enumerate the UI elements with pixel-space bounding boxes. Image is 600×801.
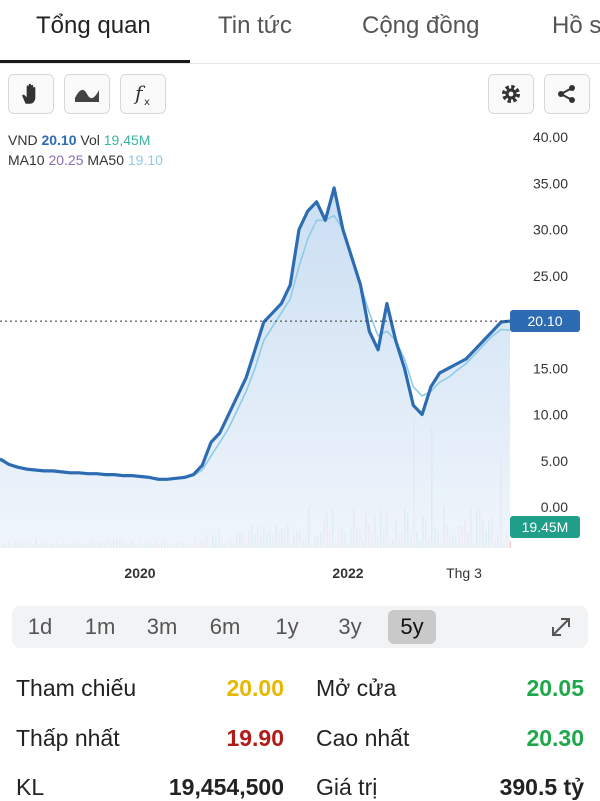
y-tick-label: 35.00 bbox=[533, 175, 568, 191]
legend-ma10: 20.25 bbox=[48, 152, 84, 168]
legend-row-2: MA10 20.25 MA50 19.10 bbox=[8, 152, 163, 168]
range-3m[interactable]: 3m bbox=[146, 614, 178, 639]
price-chart-svg: 40.0035.0030.0025.0020.0015.0010.005.000… bbox=[0, 129, 580, 581]
y-tick-label: 10.00 bbox=[533, 407, 568, 423]
range-1m[interactable]: 1m bbox=[84, 614, 116, 639]
legend-ma50-label: MA50 bbox=[87, 152, 124, 168]
gear-icon bbox=[502, 85, 520, 103]
kl-label: KL bbox=[16, 774, 45, 800]
legend-row-1: VND 20.10 Vol 19,45M bbox=[8, 132, 150, 148]
top-tab-bar: Tổng quan Tin tức Cộng đồng Hồ s bbox=[0, 0, 600, 64]
legend-price: 20.10 bbox=[41, 132, 77, 148]
range-5y[interactable]: 5y bbox=[388, 610, 436, 644]
range-1y[interactable]: 1y bbox=[275, 614, 299, 639]
range-3y[interactable]: 3y bbox=[338, 614, 362, 639]
range-1d[interactable]: 1d bbox=[27, 614, 53, 639]
wave-icon bbox=[75, 89, 99, 102]
cao-nhat-label: Cao nhất bbox=[316, 725, 410, 751]
settings-button[interactable] bbox=[488, 74, 534, 114]
expand-button[interactable] bbox=[548, 614, 574, 640]
range-selector: 1d 1m 3m 6m 1y 3y 5y bbox=[12, 606, 588, 648]
x-tick-label: Thg 3 bbox=[446, 565, 482, 581]
tab-cong-dong[interactable]: Cộng đồng bbox=[362, 12, 480, 39]
x-axis-ticks: 2020 2022 Thg 3 bbox=[124, 565, 482, 581]
price-tag: 20.10 bbox=[527, 313, 562, 329]
expand-icon bbox=[552, 618, 570, 636]
kl-value: 19,454,500 bbox=[168, 774, 284, 800]
legend-ticker: VND bbox=[8, 132, 38, 148]
mo-cua-label: Mở cửa bbox=[316, 675, 397, 701]
thap-nhat-label: Thấp nhất bbox=[16, 725, 120, 751]
tab-tong-quan[interactable]: Tổng quan bbox=[36, 12, 151, 39]
price-tag-bg bbox=[510, 310, 580, 332]
y-tick-label: 30.00 bbox=[533, 222, 568, 238]
cao-nhat-value: 20.30 bbox=[526, 725, 584, 751]
x-tick-label: 2020 bbox=[124, 565, 155, 581]
thap-nhat-value: 19.90 bbox=[226, 725, 284, 751]
legend-ma10-label: MA10 bbox=[8, 152, 45, 168]
share-button[interactable] bbox=[544, 74, 590, 114]
price-chart[interactable]: 40.0035.0030.0025.0020.0015.0010.005.000… bbox=[0, 122, 600, 592]
range-6m[interactable]: 6m bbox=[209, 614, 241, 639]
y-tick-label: 0.00 bbox=[541, 499, 568, 515]
x-tick-label: 2022 bbox=[332, 565, 363, 581]
gia-tri-value: 390.5 tỷ bbox=[499, 774, 584, 800]
y-tick-label: 5.00 bbox=[541, 453, 568, 469]
mo-cua-value: 20.05 bbox=[526, 675, 584, 701]
price-line bbox=[0, 186, 511, 481]
tham-chieu-value: 20.00 bbox=[226, 675, 284, 701]
active-tab-indicator bbox=[0, 60, 190, 63]
legend-vol: 19,45M bbox=[103, 132, 151, 148]
y-tick-label: 15.00 bbox=[533, 360, 568, 376]
svg-text:x: x bbox=[144, 97, 150, 108]
hand-tool-button[interactable] bbox=[8, 74, 54, 114]
y-axis-ticks: 40.0035.0030.0025.0020.0015.0010.005.000… bbox=[533, 129, 568, 515]
volume-tag-bg bbox=[510, 516, 580, 538]
legend-vol-label: Vol bbox=[80, 132, 100, 148]
y-tick-label: 25.00 bbox=[533, 268, 568, 284]
line-style-button[interactable] bbox=[64, 74, 110, 114]
y-tick-label: 40.00 bbox=[533, 129, 568, 145]
volume-tag: 19.45M bbox=[522, 519, 569, 535]
hand-icon bbox=[22, 83, 36, 104]
tab-ho-so[interactable]: Hồ s bbox=[552, 12, 600, 39]
tab-tin-tuc[interactable]: Tin tức bbox=[218, 12, 292, 39]
legend-ma50: 19.10 bbox=[127, 152, 163, 168]
share-icon bbox=[558, 85, 575, 103]
tham-chieu-label: Tham chiếu bbox=[16, 675, 137, 701]
gia-tri-label: Giá trị bbox=[316, 774, 378, 800]
